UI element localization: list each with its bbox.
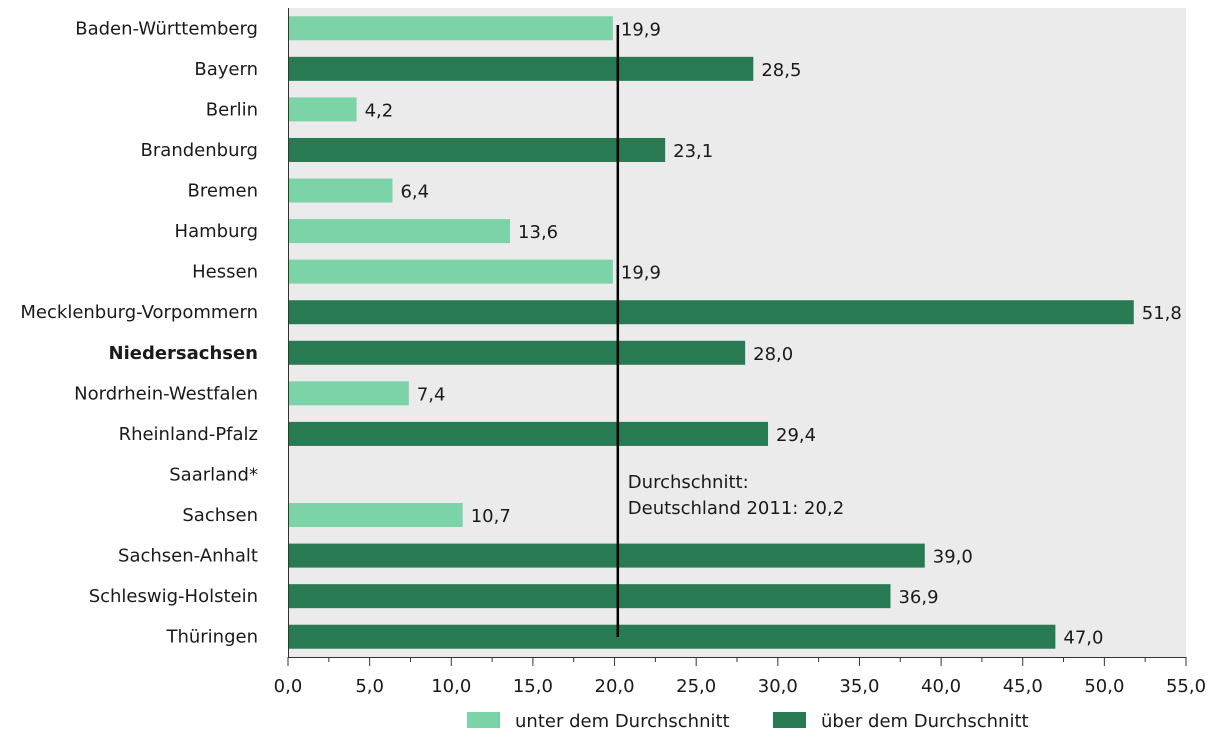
bar-thueringen bbox=[288, 624, 1056, 649]
value-label-schleswig-holstein: 36,9 bbox=[898, 587, 938, 608]
x-tick-label-11: 55,0 bbox=[1166, 676, 1206, 697]
x-ticks-group: 0,0 5,0 10,0 15,0 20,0 25,0 30,0 35,0 40,0 45,0 50… bbox=[274, 657, 1206, 697]
bar-berlin bbox=[288, 97, 357, 122]
legend-swatch-above-average bbox=[773, 712, 806, 728]
category-label-bremen: Bremen bbox=[188, 181, 258, 202]
reference-line-group: Durchschnitt: Deutschland 2011: 20,2 bbox=[616, 25, 844, 637]
bars-group bbox=[288, 16, 1134, 649]
category-labels-group: Baden-Württemberg Bayern Berlin Brandenburg… bbox=[20, 18, 258, 647]
category-label-nordrhein-westfalen: Nordrhein-Westfalen bbox=[74, 383, 258, 404]
category-label-brandenburg: Brandenburg bbox=[141, 140, 258, 161]
value-label-hamburg: 13,6 bbox=[518, 222, 558, 243]
x-tick-label-10: 50,0 bbox=[1084, 676, 1124, 697]
bar-bremen bbox=[288, 178, 393, 203]
x-tick-label-5: 25,0 bbox=[676, 676, 716, 697]
category-label-sachsen: Sachsen bbox=[182, 505, 258, 526]
category-label-schleswig-holstein: Schleswig-Holstein bbox=[89, 586, 258, 607]
value-labels-group: 19,9 28,5 4,2 23,1 6,4 13,6 19,9 51,8 28,0 7,4 29,… bbox=[365, 19, 1182, 648]
value-label-sachsen: 10,7 bbox=[471, 506, 511, 527]
value-label-rheinland-pfalz: 29,4 bbox=[776, 425, 816, 446]
value-label-bremen: 6,4 bbox=[400, 182, 429, 203]
x-tick-label-0: 0,0 bbox=[274, 676, 303, 697]
bar-baden-wuerttemberg bbox=[288, 16, 613, 41]
bar-mecklenburg-vorpommern bbox=[288, 300, 1134, 325]
bar-bayern bbox=[288, 56, 754, 81]
legend-swatch-below-average bbox=[467, 712, 500, 728]
category-label-thueringen: Thüringen bbox=[165, 627, 258, 648]
category-label-mecklenburg-vorpommern: Mecklenburg-Vorpommern bbox=[20, 302, 258, 323]
value-label-hessen: 19,9 bbox=[621, 263, 661, 284]
category-label-rheinland-pfalz: Rheinland-Pfalz bbox=[119, 424, 258, 445]
bar-niedersachsen bbox=[288, 340, 746, 365]
value-label-thueringen: 47,0 bbox=[1063, 628, 1103, 649]
x-tick-label-3: 15,0 bbox=[513, 676, 553, 697]
value-label-mecklenburg-vorpommern: 51,8 bbox=[1142, 303, 1182, 324]
category-label-hamburg: Hamburg bbox=[175, 221, 258, 242]
category-label-niedersachsen: Niedersachsen bbox=[109, 343, 259, 364]
bar-nordrhein-westfalen bbox=[288, 381, 409, 406]
value-label-sachsen-anhalt: 39,0 bbox=[933, 547, 973, 568]
legend-label-above-average: über dem Durchschnitt bbox=[821, 711, 1029, 732]
category-label-hessen: Hessen bbox=[192, 262, 258, 283]
x-tick-label-8: 40,0 bbox=[921, 676, 961, 697]
x-tick-label-4: 20,0 bbox=[595, 676, 635, 697]
bar-hessen bbox=[288, 259, 613, 284]
bar-rheinland-pfalz bbox=[288, 421, 769, 446]
category-label-berlin: Berlin bbox=[206, 99, 258, 120]
category-label-sachsen-anhalt: Sachsen-Anhalt bbox=[118, 546, 258, 567]
value-label-baden-wuerttemberg: 19,9 bbox=[621, 19, 661, 40]
average-annotation-line-1: Durchschnitt: bbox=[628, 472, 749, 493]
bar-sachsen-anhalt bbox=[288, 543, 925, 568]
legend: unter dem Durchschnitt über dem Durchsch… bbox=[467, 711, 1029, 732]
value-label-nordrhein-westfalen: 7,4 bbox=[417, 384, 446, 405]
bar-brandenburg bbox=[288, 137, 666, 162]
value-label-bayern: 28,5 bbox=[761, 60, 801, 81]
bar-sachsen bbox=[288, 503, 463, 528]
category-label-bayern: Bayern bbox=[194, 59, 258, 80]
legend-label-below-average: unter dem Durchschnitt bbox=[515, 711, 730, 732]
average-annotation-line-2: Deutschland 2011: 20,2 bbox=[628, 498, 844, 519]
bar-schleswig-holstein bbox=[288, 584, 891, 609]
bar-hamburg bbox=[288, 219, 511, 244]
x-tick-label-7: 35,0 bbox=[839, 676, 879, 697]
x-tick-label-9: 45,0 bbox=[1003, 676, 1043, 697]
category-label-saarland: Saarland* bbox=[169, 464, 258, 485]
x-tick-label-1: 5,0 bbox=[355, 676, 384, 697]
x-tick-label-2: 10,0 bbox=[431, 676, 471, 697]
value-label-brandenburg: 23,1 bbox=[673, 141, 713, 162]
value-label-berlin: 4,2 bbox=[365, 100, 394, 121]
value-label-niedersachsen: 28,0 bbox=[753, 344, 793, 365]
category-label-baden-wuerttemberg: Baden-Württemberg bbox=[75, 18, 258, 39]
x-tick-label-6: 30,0 bbox=[758, 676, 798, 697]
